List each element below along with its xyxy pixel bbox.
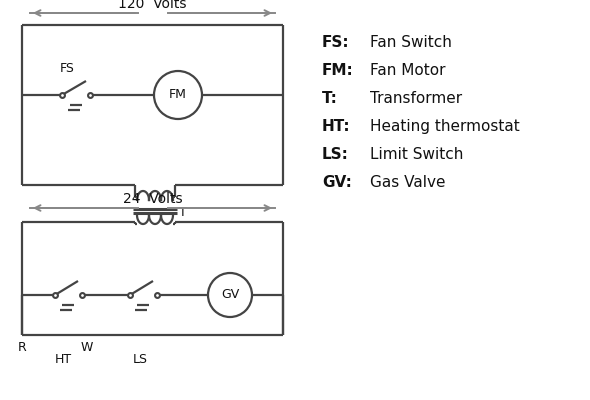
Text: Transformer: Transformer xyxy=(370,91,462,106)
Text: W: W xyxy=(81,341,93,354)
Text: T:: T: xyxy=(322,91,338,106)
Text: FM:: FM: xyxy=(322,63,354,78)
Text: Heating thermostat: Heating thermostat xyxy=(370,119,520,134)
Text: 24  Volts: 24 Volts xyxy=(123,192,182,206)
Text: Fan Switch: Fan Switch xyxy=(370,35,452,50)
Text: HT: HT xyxy=(54,353,71,366)
Text: LS:: LS: xyxy=(322,147,349,162)
Text: FM: FM xyxy=(169,88,187,102)
Text: FS: FS xyxy=(60,62,74,75)
Text: GV:: GV: xyxy=(322,175,352,190)
Text: GV: GV xyxy=(221,288,239,302)
Text: Limit Switch: Limit Switch xyxy=(370,147,463,162)
Text: Gas Valve: Gas Valve xyxy=(370,175,445,190)
Text: LS: LS xyxy=(133,353,148,366)
Text: HT:: HT: xyxy=(322,119,350,134)
Text: L1: L1 xyxy=(22,0,38,2)
Text: FS:: FS: xyxy=(322,35,350,50)
Text: N: N xyxy=(271,0,281,2)
Text: 120  Volts: 120 Volts xyxy=(118,0,187,11)
Text: R: R xyxy=(18,341,27,354)
Text: Fan Motor: Fan Motor xyxy=(370,63,445,78)
Text: T: T xyxy=(179,206,187,220)
